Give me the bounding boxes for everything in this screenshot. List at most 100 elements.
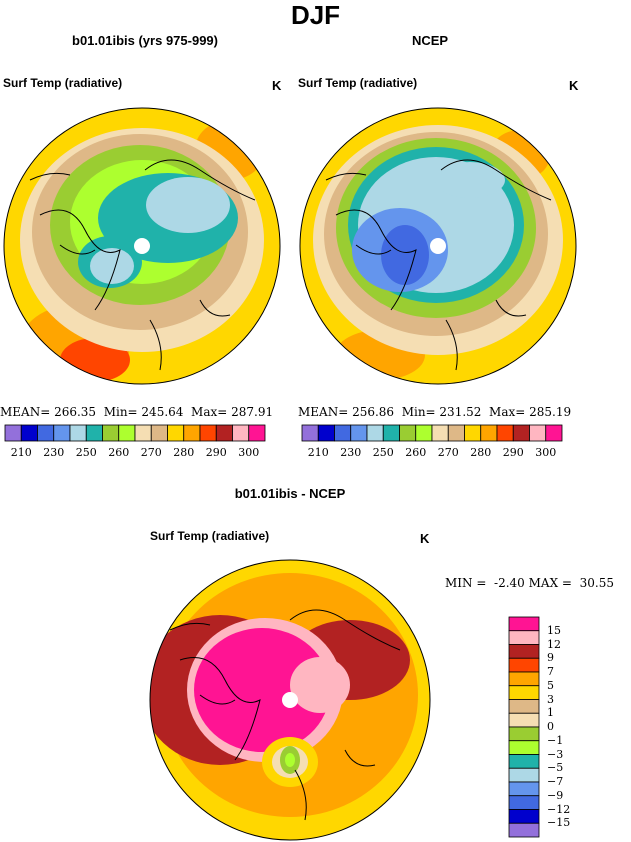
- diff-colorbar-swatch: [508, 781, 540, 797]
- diff-colorbar-tick-label: −12: [547, 802, 571, 816]
- diff-band-asia-1: [272, 746, 308, 778]
- colorbar-swatch: [85, 424, 103, 442]
- model-band-warm-ne: [195, 120, 265, 180]
- season-title: DJF: [290, 0, 341, 30]
- diff-band-core-east: [290, 657, 350, 713]
- model-band-core-west: [78, 236, 142, 288]
- model-band-subtropics: [4, 108, 280, 384]
- model-variable-label: Surf Temp (radiative): [3, 76, 123, 90]
- model-band-outer: [20, 128, 264, 352]
- diff-colorbar-tick-label: −15: [547, 816, 571, 830]
- colorbar-tick-label: 300: [535, 446, 557, 459]
- colorbar-swatch: [134, 424, 152, 442]
- colorbar-tick-label: 260: [405, 446, 427, 459]
- model-band-margin: [70, 160, 214, 284]
- colorbar-swatch: [366, 424, 384, 442]
- diff-colorbar-swatch: [508, 657, 540, 673]
- colorbar-tick-label: 210: [10, 446, 32, 459]
- diff-colorbar: [508, 616, 540, 838]
- obs-stats: MEAN= 256.86 Min= 231.52 Max= 285.19: [298, 405, 572, 419]
- colorbar-swatch: [431, 424, 449, 442]
- colorbar-swatch: [20, 424, 38, 442]
- obs-band-coldest: [381, 225, 429, 285]
- obs-units-label: K: [569, 78, 579, 93]
- colorbar-swatch: [350, 424, 368, 442]
- diff-colorbar-tick-label: 12: [547, 637, 561, 651]
- obs-band-margin: [348, 147, 524, 303]
- diff-minmax: MIN = -2.40 MAX = 30.55: [445, 576, 614, 590]
- obs-band-outer: [313, 125, 563, 355]
- colorbar-tick-label: 300: [238, 446, 260, 459]
- colorbar-swatch: [37, 424, 55, 442]
- colorbar-tick-label: 250: [372, 446, 394, 459]
- colorbar-tick-label: 270: [140, 446, 162, 459]
- colorbar-swatch: [447, 424, 465, 442]
- model-band-warm-pocket: [20, 305, 130, 384]
- diff-colorbar-tick-label: 5: [547, 678, 554, 692]
- diff-colorbar-tick-label: 1: [547, 706, 554, 720]
- model-band-mid: [32, 134, 248, 330]
- model-band-warmest: [60, 338, 130, 382]
- model-colorbar: [4, 424, 266, 442]
- diff-colorbar-tick-label: 15: [547, 623, 561, 637]
- diff-band-asia-neg2: [285, 753, 295, 767]
- model-band-arctic: [98, 173, 238, 263]
- model-stats: MEAN= 266.35 Min= 245.64 Max= 287.91: [0, 405, 274, 419]
- diff-colorbar-swatch: [508, 671, 540, 687]
- colorbar-tick-label: 270: [437, 446, 459, 459]
- colorbar-tick-label: 210: [307, 446, 329, 459]
- obs-panel-title: NCEP: [411, 33, 449, 48]
- model-band-core-west-inner: [90, 248, 134, 284]
- colorbar-swatch: [248, 424, 266, 442]
- diff-colorbar-swatch: [508, 616, 540, 632]
- colorbar-swatch: [199, 424, 217, 442]
- diff-band-asia-neg: [280, 746, 300, 774]
- diff-colorbar-swatch: [508, 809, 540, 824]
- colorbar-swatch: [215, 424, 233, 442]
- colorbar-swatch: [69, 424, 87, 442]
- colorbar-swatch: [512, 424, 530, 442]
- diff-colorbar-swatch: [508, 740, 540, 755]
- colorbar-swatch: [464, 424, 482, 442]
- obs-coastlines: [325, 159, 552, 371]
- diff-coastlines: [169, 609, 401, 821]
- diff-band-east: [290, 620, 410, 700]
- diff-colorbar-swatch: [508, 822, 540, 838]
- colorbar-swatch: [496, 424, 514, 442]
- model-coastlines: [29, 159, 256, 371]
- diff-colorbar-tick-label: −7: [547, 775, 564, 788]
- colorbar-tick-label: 230: [340, 446, 362, 459]
- obs-band-mid: [324, 132, 548, 336]
- diff-band-outer: [150, 560, 430, 840]
- diff-band-ring: [162, 573, 418, 817]
- colorbar-swatch: [480, 424, 498, 442]
- diff-colorbar-swatch: [508, 754, 540, 769]
- obs-band-cold: [352, 208, 448, 292]
- diff-colorbar-tick-label: 3: [547, 692, 554, 706]
- diff-colorbar-swatch: [508, 712, 540, 728]
- colorbar-swatch: [301, 424, 319, 442]
- obs-band-warm-pocket: [335, 330, 425, 380]
- diff-band-atlantic: [150, 615, 300, 765]
- diff-colorbar-tick-label: 7: [547, 665, 554, 678]
- colorbar-tick-label: 230: [43, 446, 65, 459]
- diff-colorbar-tick-label: 9: [547, 651, 554, 665]
- colorbar-swatch: [317, 424, 335, 442]
- model-pole-marker: [134, 238, 150, 254]
- diff-band-margin: [187, 618, 343, 762]
- colorbar-swatch: [232, 424, 250, 442]
- colorbar-swatch: [167, 424, 185, 442]
- diff-colorbar-swatch: [508, 795, 540, 810]
- colorbar-swatch: [183, 424, 201, 442]
- diff-colorbar-swatch: [508, 685, 540, 700]
- colorbar-tick-label: 290: [205, 446, 227, 459]
- diff-colorbar-tick-label: −3: [547, 747, 564, 761]
- diff-colorbar-swatch: [508, 767, 540, 783]
- colorbar-swatch: [4, 424, 22, 442]
- diff-pole-marker: [282, 692, 298, 708]
- model-panel-title: b01.01ibis (yrs 975-999): [72, 33, 218, 48]
- colorbar-swatch: [399, 424, 417, 442]
- colorbar-swatch: [102, 424, 120, 442]
- diff-colorbar-swatch: [508, 726, 540, 742]
- diff-colorbar-swatch: [508, 644, 540, 659]
